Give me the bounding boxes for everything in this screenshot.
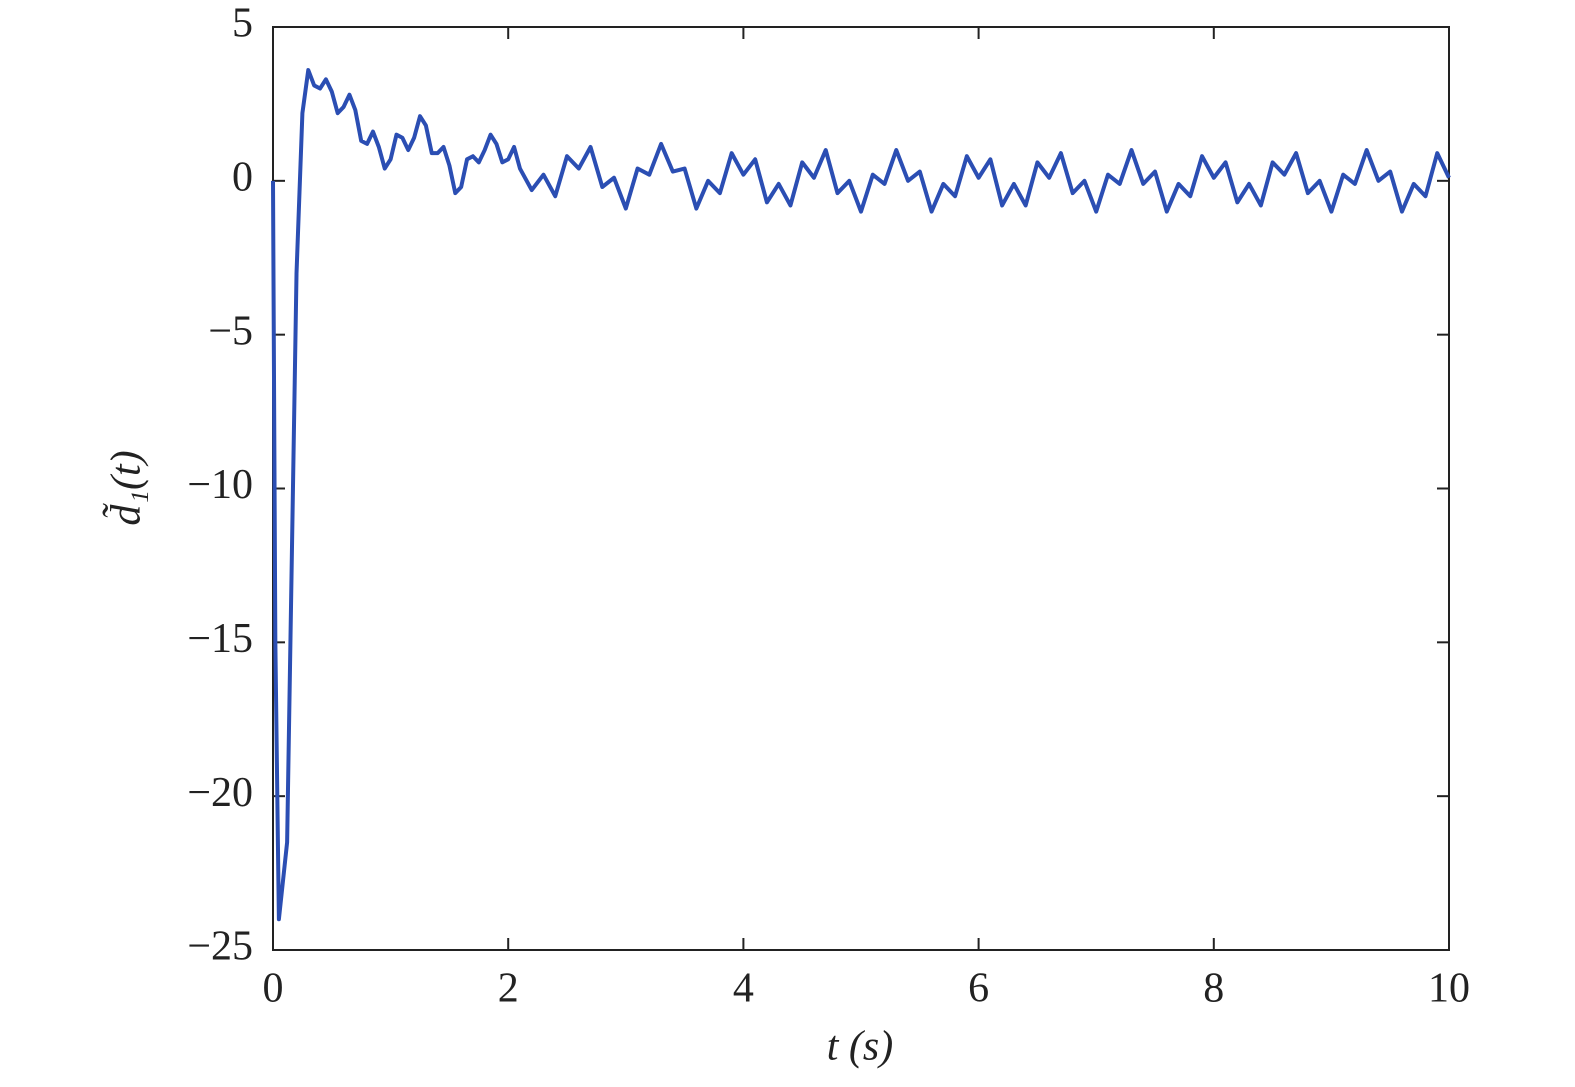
x-tick-label: 10 — [1428, 966, 1470, 1012]
y-tick-label: −15 — [187, 616, 253, 662]
y-tick-label: −20 — [187, 770, 253, 816]
y-axis-label: d̃₁(t) — [102, 450, 150, 525]
y-tick-label: 5 — [232, 1, 253, 47]
y-tick-label: −10 — [187, 462, 253, 508]
x-tick-label: 6 — [968, 966, 989, 1012]
x-tick-label: 4 — [733, 966, 754, 1012]
x-tick-label: 0 — [263, 966, 284, 1012]
y-tick-label: −25 — [187, 924, 253, 970]
x-tick-label: 8 — [1203, 966, 1224, 1012]
x-tick-label: 2 — [498, 966, 519, 1012]
y-tick-label: 0 — [232, 154, 253, 200]
x-axis-label: t (s) — [827, 1024, 894, 1070]
data-line — [271, 68, 1451, 922]
y-tick-label: −5 — [208, 308, 253, 354]
